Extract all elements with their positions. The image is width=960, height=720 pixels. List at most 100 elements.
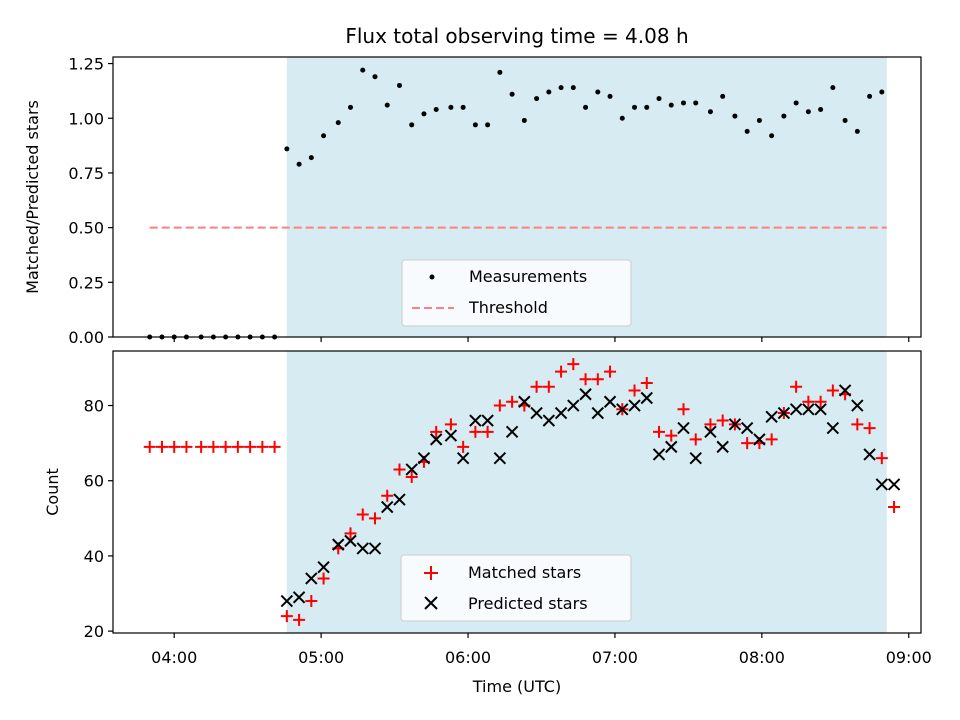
measurement-point (348, 104, 354, 110)
measurement-point (769, 133, 775, 139)
measurement-point (497, 69, 503, 75)
measurement-point (842, 117, 848, 123)
predicted-star-point (826, 421, 840, 435)
predicted-star-point (591, 406, 605, 420)
y-tick-label: 0.50 (68, 219, 104, 238)
measurement-point (360, 67, 366, 73)
matched-star-point (765, 433, 778, 446)
predicted-star-point (368, 542, 382, 555)
measurement-point (644, 104, 650, 110)
matched-star-point (393, 463, 406, 476)
predicted-star-point (344, 534, 357, 548)
predicted-star-point (765, 410, 778, 424)
measurement-point (818, 107, 824, 112)
y-tick-label: 80 (84, 397, 104, 416)
matched-star-point (888, 501, 901, 514)
y-tick-label: 60 (84, 472, 104, 491)
measurement-point (707, 109, 713, 115)
x-tick-label: 06:00 (445, 648, 491, 667)
ratio-legend: Measurements Threshold (401, 259, 632, 327)
predicted-star-point (789, 403, 803, 416)
count-y-axis-ticks: 20 40 60 80 (84, 397, 113, 641)
y-tick-label: 1.00 (68, 109, 104, 128)
predicted-star-point (753, 433, 766, 446)
measurement-point (805, 109, 811, 115)
matched-star-point (444, 418, 457, 431)
predicted-star-point (814, 403, 827, 416)
predicted-star-point (542, 414, 556, 427)
predicted-star-point (356, 542, 369, 555)
matched-star-point (628, 384, 641, 397)
matched-star-point (305, 595, 318, 608)
predicted-star-point (875, 478, 889, 491)
y-tick-label: 0.00 (68, 328, 104, 347)
predicted-star-point (838, 384, 852, 397)
matched-star-point (591, 373, 604, 386)
matched-star-point (814, 395, 827, 408)
matched-star-point (716, 414, 729, 427)
matched-star-point (195, 440, 208, 453)
predicted-star-point (417, 451, 431, 465)
measurement-point (448, 104, 454, 110)
measurement-point (521, 117, 527, 123)
matched-star-point (542, 380, 555, 393)
ratio-y-axis-label: Matched/Predicted stars (23, 100, 42, 294)
legend-predicted-label: Predicted stars (468, 594, 588, 613)
measurement-point (460, 104, 466, 110)
legend-measurements-label: Measurements (469, 267, 587, 286)
y-tick-label: 40 (84, 547, 104, 566)
matched-star-point (802, 395, 815, 408)
matched-star-point (689, 433, 702, 446)
predicted-star-point (640, 391, 653, 405)
predicted-star-point (728, 418, 742, 431)
ratio-plot-frame (112, 56, 922, 338)
measurement-points (147, 67, 885, 340)
measurement-point (509, 91, 515, 97)
measurement-point (632, 104, 638, 110)
predicted-star-point (689, 451, 702, 465)
matched-star-point (168, 440, 181, 453)
predicted-star-point (740, 421, 754, 435)
predicted-star-point (777, 406, 791, 420)
matched-star-point (293, 613, 306, 626)
matched-star-point (481, 425, 494, 438)
predicted-star-point (802, 403, 815, 416)
matched-star-point (567, 358, 580, 371)
count-y-axis-label: Count (43, 468, 62, 516)
matched-star-point (405, 470, 418, 483)
predicted-star-point (393, 493, 406, 506)
predicted-star-point (530, 406, 543, 420)
y-tick-label: 0.75 (68, 164, 104, 183)
matched-star-point (875, 452, 888, 465)
measurement-point (854, 128, 860, 134)
predicted-star-point (616, 403, 629, 416)
predicted-star-point (429, 433, 443, 446)
ratio-legend-box (401, 259, 632, 327)
measurement-point (485, 122, 491, 128)
predicted-star-point (579, 388, 592, 401)
measurement-point (308, 155, 314, 161)
predicted-star-point (332, 538, 345, 551)
matched-star-point (155, 440, 168, 453)
matched-star-point (493, 399, 506, 412)
x-tick-label: 09:00 (886, 648, 932, 667)
matched-star-point (143, 440, 156, 453)
legend-matched-label: Matched stars (468, 563, 581, 582)
predicted-star-point (887, 478, 901, 491)
x-tick-label: 07:00 (592, 648, 638, 667)
predicted-star-point (381, 500, 394, 514)
measurement-point (335, 120, 341, 126)
predicted-star-point (704, 425, 717, 439)
matched-star-point (555, 365, 568, 378)
predicted-star-point (863, 448, 876, 461)
matched-star-point (704, 418, 717, 431)
ratio-panel: 0.00 0.25 0.50 0.75 1.00 1.25 Matched/Predict… (23, 55, 922, 347)
measurement-point (570, 85, 576, 91)
legend-matched-marker (424, 566, 438, 580)
predicted-star-point (628, 399, 641, 412)
predicted-star-point (716, 440, 729, 454)
measurement-point (680, 100, 686, 106)
measurement-point (546, 89, 552, 95)
measurement-point (595, 89, 601, 95)
